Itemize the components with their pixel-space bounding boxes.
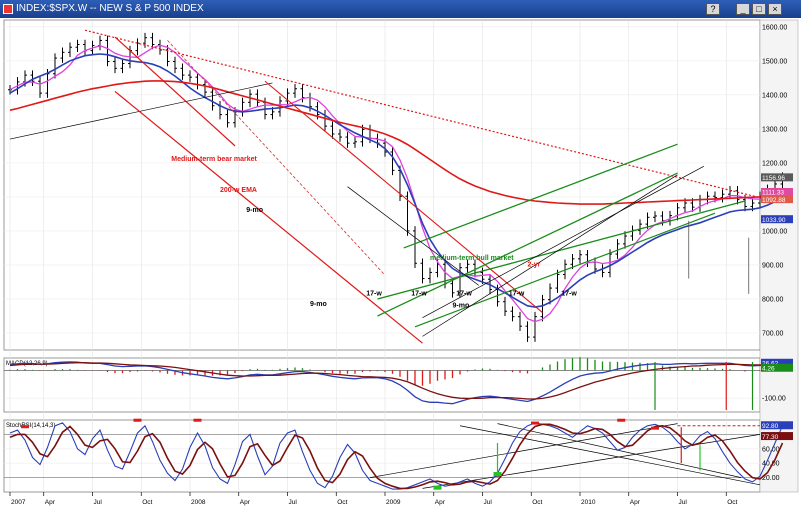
stoch-last-badge: [761, 421, 793, 430]
x-tick-label: 2009: [386, 499, 401, 506]
x-tick-label: Jul: [679, 499, 688, 506]
retracement-line: [347, 186, 479, 286]
bull-channel-base: [414, 212, 716, 328]
price-annotation: 17-w: [456, 291, 472, 298]
stoch-sell-marker: [21, 425, 29, 429]
price-annotation: 17-w: [509, 291, 525, 298]
price-tick-label: 1600.00: [762, 24, 787, 31]
stoch-sell-marker: [531, 421, 539, 425]
ema200-line: [9, 80, 783, 205]
maximize-button[interactable]: □: [752, 3, 766, 15]
last-value-badge: [761, 187, 793, 196]
stoch-buy-marker: [433, 485, 442, 490]
stoch-sell-marker: [193, 418, 202, 422]
sma50-line: [9, 53, 783, 308]
macd-last-badge: [761, 358, 793, 367]
bull-channel-lower: [377, 172, 678, 317]
minimize-button[interactable]: _: [736, 3, 750, 15]
stoch-sell-marker: [651, 426, 659, 430]
bear-channel-lower: [114, 90, 423, 344]
macd-last-badge: [761, 363, 793, 372]
x-tick-label: 2008: [191, 499, 206, 506]
last-value-label: 1033.90: [762, 217, 786, 224]
price-tick-label: 1500.00: [762, 58, 787, 65]
macd-last-label: 4.26: [762, 365, 775, 372]
stoch-trendline-2: [422, 434, 761, 489]
bull-trendline-steep: [422, 174, 678, 337]
x-tick-label: Apr: [240, 499, 251, 506]
early-uptrend-line: [9, 82, 273, 140]
bear-channel-upper: [114, 36, 236, 147]
stoch-trendline: [369, 423, 678, 478]
stoch-trendline-4: [497, 423, 742, 478]
macd-tick-label: -100.00: [762, 396, 786, 403]
price-annotation: 9-mo: [310, 301, 327, 308]
macd-signal-line: [9, 362, 783, 400]
bull-channel-mid: [377, 200, 746, 300]
stoch-sell-marker: [133, 418, 142, 422]
price-annotation: 17-w: [561, 291, 577, 298]
price-annotation: 2-yr: [528, 262, 541, 269]
stoch-panel-frame: [3, 419, 761, 493]
x-tick-label: 2007: [11, 499, 26, 506]
price-annotation: 200-w EMA: [220, 187, 257, 194]
price-annotation: 9-mo: [453, 302, 470, 309]
help-button[interactable]: ?: [706, 3, 720, 15]
last-value-label: 1092.88: [762, 197, 786, 204]
x-tick-label: Oct: [727, 499, 737, 506]
price-panel-frame: [3, 19, 761, 351]
x-tick-label: Apr: [435, 499, 446, 506]
price-tick-label: 1300.00: [762, 126, 787, 133]
bear-channel-inner: [264, 80, 543, 313]
price-annotation: 17-w: [411, 291, 427, 298]
price-annotation: medium-term bull market: [430, 255, 514, 262]
right-axis-strip: [759, 19, 799, 493]
x-tick-label: Jul: [94, 499, 103, 506]
window-titlebar: INDEX:$SPX.W -- NEW S & P 500 INDEX ? _ …: [0, 0, 801, 18]
stoch-last-label: 77.30: [762, 434, 779, 441]
x-tick-label: Apr: [45, 499, 56, 506]
price-tick-label: 1000.00: [762, 228, 787, 235]
bear-channel-mid: [167, 40, 386, 276]
x-tick-label: Apr: [630, 499, 641, 506]
stoch-tick-label: 40.00: [762, 461, 780, 468]
x-tick-label: Oct: [142, 499, 152, 506]
last-value-badge: [761, 173, 793, 182]
price-annotation: 9-mo: [246, 207, 263, 214]
bull-trendline: [422, 165, 704, 318]
price-tick-label: 1200.00: [762, 160, 787, 167]
close-button[interactable]: ×: [768, 3, 782, 15]
price-tick-label: 800.00: [762, 296, 784, 303]
stoch-title: StochRSI(14,14,3): [6, 423, 55, 429]
last-value-label: 1111.33: [762, 190, 784, 197]
x-tick-label: Oct: [532, 499, 542, 506]
last-value-badge: [761, 215, 793, 224]
macd-panel-frame: [3, 357, 761, 413]
window-title: INDEX:$SPX.W -- NEW S & P 500 INDEX: [16, 3, 204, 14]
chart-app-icon: [3, 4, 13, 14]
bull-channel-upper: [403, 143, 678, 249]
x-tick-label: Jul: [484, 499, 493, 506]
long-term-downtrend-line: [84, 29, 764, 200]
x-tick-label: 2010: [581, 499, 596, 506]
last-value-badge: [761, 195, 793, 204]
stoch-last-label: 92.80: [762, 423, 779, 430]
stoch-tick-label: 60.00: [762, 446, 780, 453]
price-annotation: 17-w: [366, 291, 382, 298]
x-tick-label: Oct: [337, 499, 347, 506]
price-annotation: Medium-term bear market: [171, 156, 257, 163]
stoch-tick-label: 20.00: [762, 475, 780, 482]
macd-line: [9, 361, 783, 405]
price-tick-label: 1400.00: [762, 92, 787, 99]
price-tick-label: 900.00: [762, 262, 784, 269]
sp500-weekly-chart: 1600.001500.001400.001300.001200.001100.…: [3, 19, 799, 506]
last-value-label: 1156.96: [762, 175, 785, 182]
x-tick-label: Jul: [289, 499, 298, 506]
price-tick-label: 700.00: [762, 330, 784, 337]
stoch-k-line: [9, 422, 784, 490]
stoch-trendline-3: [459, 425, 761, 486]
stoch-last-badge: [761, 432, 793, 441]
stoch-sell-marker: [617, 418, 626, 422]
